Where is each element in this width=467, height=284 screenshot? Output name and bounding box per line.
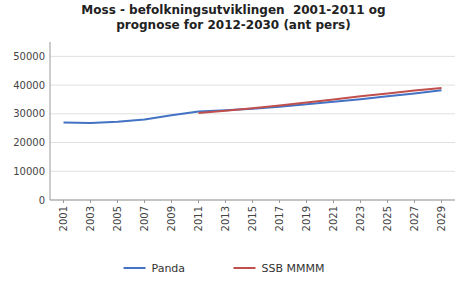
grid-line bbox=[50, 113, 455, 114]
x-tick-label: 2013 bbox=[220, 206, 231, 231]
x-tick-label: 2011 bbox=[193, 206, 204, 231]
chart: Moss - befolkningsutviklingen 2001-2011 … bbox=[0, 0, 467, 284]
x-tick bbox=[279, 200, 280, 203]
title-line: prognose for 2012-2030 (ant pers) bbox=[116, 18, 350, 32]
x-tick bbox=[63, 200, 64, 203]
x-tick-label: 2019 bbox=[301, 206, 312, 231]
x-tick bbox=[171, 200, 172, 203]
x-tick-label: 2001 bbox=[58, 206, 69, 231]
x-tick-label: 2027 bbox=[409, 206, 420, 231]
x-tick-label: 2009 bbox=[166, 206, 177, 231]
x-tick-label: 2017 bbox=[274, 206, 285, 231]
x-tick bbox=[387, 200, 388, 203]
series-group bbox=[64, 88, 442, 123]
x-tick-label: 2025 bbox=[382, 206, 393, 231]
x-tick-label: 2023 bbox=[355, 206, 366, 231]
y-axis-line bbox=[50, 42, 51, 200]
x-tick-label: 2005 bbox=[112, 206, 123, 231]
series-line bbox=[64, 90, 442, 123]
grid-line bbox=[50, 142, 455, 143]
y-tick-label: 10000 bbox=[13, 166, 45, 177]
y-tick-label: 50000 bbox=[13, 51, 45, 62]
grid-line bbox=[50, 171, 455, 172]
x-tick-label: 2015 bbox=[247, 206, 258, 231]
legend: Panda SSB MMMM bbox=[124, 262, 325, 275]
y-tick-label: 30000 bbox=[13, 108, 45, 119]
grid-line bbox=[50, 85, 455, 86]
x-tick bbox=[414, 200, 415, 203]
x-tick bbox=[144, 200, 145, 203]
x-tick bbox=[225, 200, 226, 203]
legend-label: Panda bbox=[152, 262, 186, 275]
y-tick-label: 40000 bbox=[13, 80, 45, 91]
x-tick-label: 2003 bbox=[85, 206, 96, 231]
y-tick-label: 20000 bbox=[13, 137, 45, 148]
x-tick bbox=[117, 200, 118, 203]
x-tick bbox=[306, 200, 307, 203]
x-tick bbox=[441, 200, 442, 203]
legend-swatch bbox=[124, 267, 146, 269]
title-line: Moss - befolkningsutviklingen 2001-2011 … bbox=[81, 3, 385, 17]
x-tick bbox=[252, 200, 253, 203]
y-tick-label: 0 bbox=[39, 195, 45, 206]
legend-swatch bbox=[234, 267, 256, 269]
x-tick bbox=[198, 200, 199, 203]
x-tick-label: 2007 bbox=[139, 206, 150, 231]
x-tick bbox=[333, 200, 334, 203]
x-tick-label: 2029 bbox=[436, 206, 447, 231]
x-tick bbox=[90, 200, 91, 203]
grid-line bbox=[50, 56, 455, 57]
x-tick bbox=[360, 200, 361, 203]
legend-label: SSB MMMM bbox=[262, 262, 325, 275]
grid bbox=[50, 56, 455, 200]
title: Moss - befolkningsutviklingen 2001-2011 … bbox=[81, 3, 385, 32]
x-tick-label: 2021 bbox=[328, 206, 339, 231]
series-line bbox=[199, 88, 442, 113]
